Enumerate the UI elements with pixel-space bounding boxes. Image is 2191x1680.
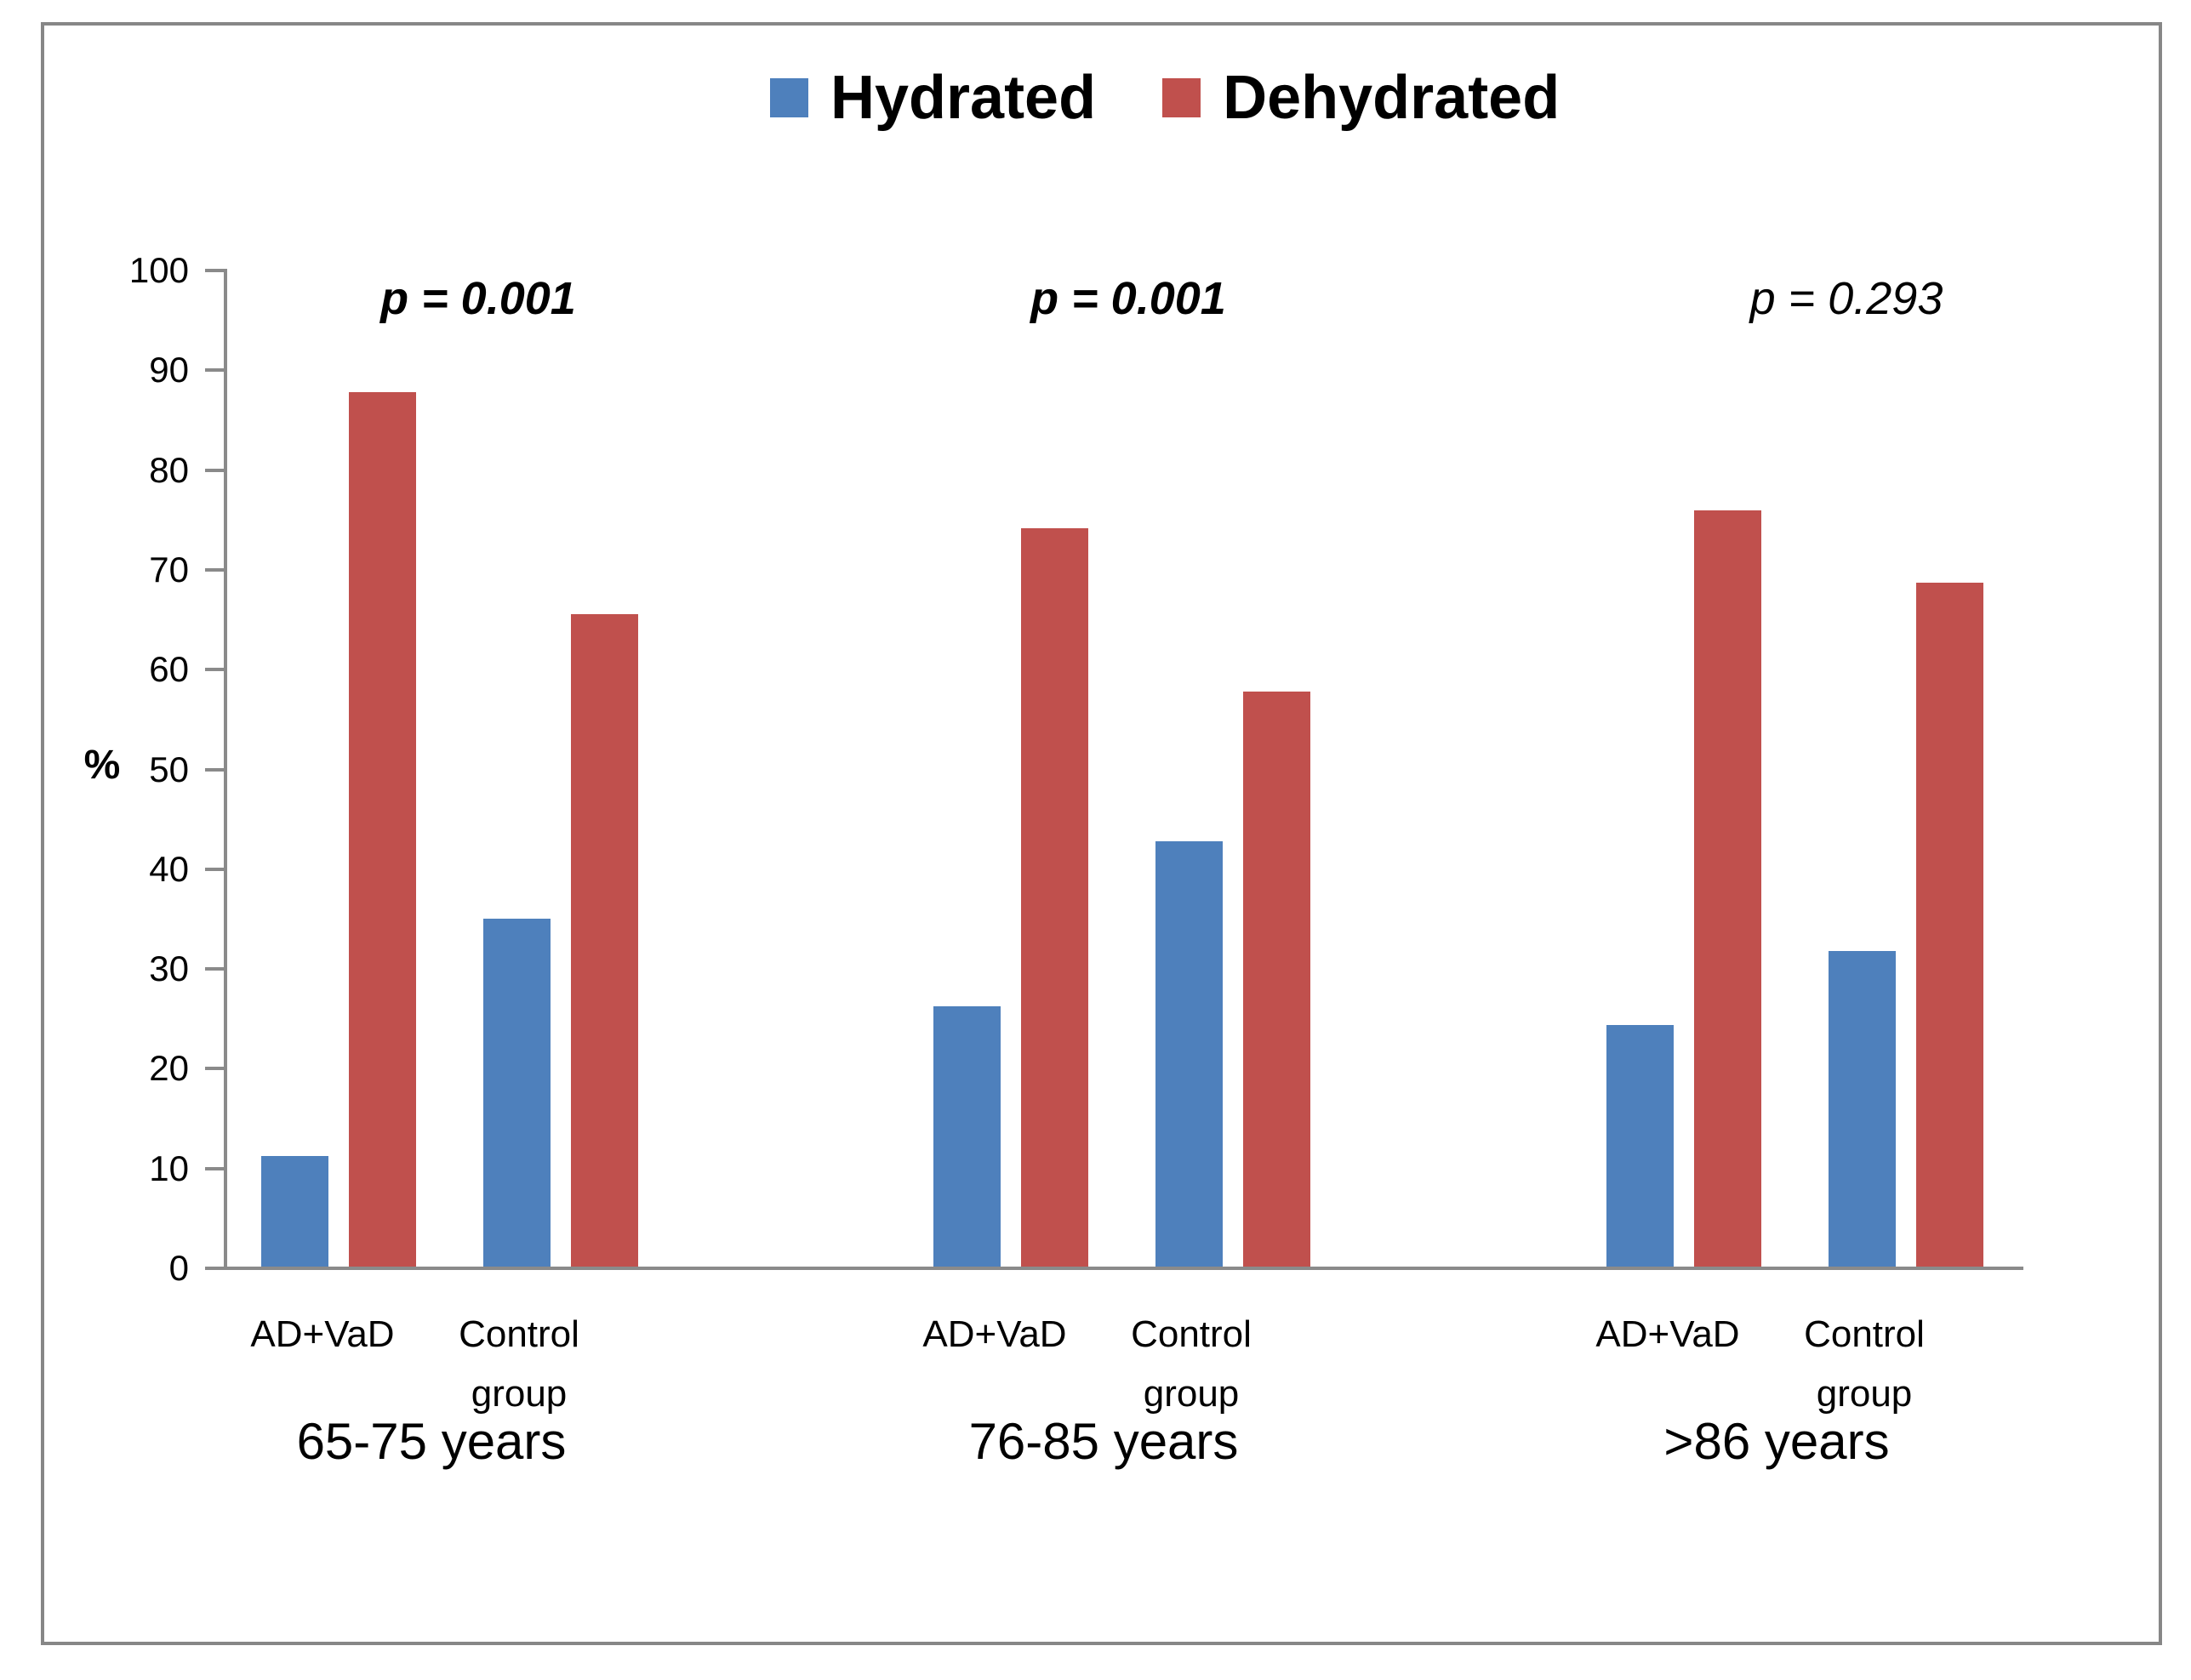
y-tick-20 [205,1067,224,1071]
y-tick-60 [205,668,224,672]
bar-dehydrated-group2-advad [1021,527,1088,1267]
y-tick-label-60: 60 [149,649,189,690]
y-tick-40 [205,867,224,871]
legend-label-hydrated: Hydrated [830,64,1097,132]
age-group-label-3: >86 years [1663,1413,1890,1470]
y-tick-50 [205,767,224,772]
legend-item-hydrated: Hydrated [770,67,1096,128]
y-tick-80 [205,468,224,472]
y-axis-label: % [83,743,121,788]
y-tick-0 [205,1267,224,1270]
x-axis-line [224,1267,2023,1270]
bar-hydrated-group3-control [1829,951,1896,1267]
y-tick-label-90: 90 [149,350,189,390]
category-label-group1-advad: AD+VaD [250,1313,395,1355]
category-label-group2-control: Control group [1131,1313,1252,1415]
y-tick-10 [205,1166,224,1170]
category-label-group3-advad: AD+VaD [1595,1313,1740,1355]
y-tick-label-20: 20 [149,1048,189,1089]
bar-dehydrated-group3-advad [1694,510,1761,1267]
y-tick-label-70: 70 [149,549,189,589]
bar-hydrated-group1-control [483,918,551,1267]
y-tick-label-100: 100 [128,250,189,290]
legend: Hydrated Dehydrated [770,60,1560,136]
bar-dehydrated-group1-control [571,613,638,1267]
legend-label-dehydrated: Dehydrated [1223,64,1561,132]
category-label-group2-advad: AD+VaD [922,1313,1067,1355]
y-tick-30 [205,967,224,971]
bar-hydrated-group2-control [1155,841,1223,1267]
dehydrated-swatch-icon [1162,78,1201,117]
p-value-group2: p = 0.001 [1030,273,1226,324]
bar-dehydrated-group3-control [1916,583,1983,1267]
y-tick-70 [205,567,224,572]
y-tick-90 [205,368,224,373]
bar-dehydrated-group1-advad [349,392,416,1267]
bar-dehydrated-group2-control [1243,692,1310,1267]
p-value-group3: p = 0.293 [1749,273,1943,324]
y-tick-label-50: 50 [149,749,189,789]
y-tick-label-10: 10 [149,1148,189,1188]
legend-item-dehydrated: Dehydrated [1162,67,1560,128]
bar-hydrated-group1-advad [261,1155,328,1267]
bar-hydrated-group2-advad [933,1005,1001,1267]
bar-hydrated-group3-advad [1606,1025,1674,1267]
y-tick-label-40: 40 [149,848,189,889]
age-group-label-1: 65-75 years [296,1413,567,1470]
p-value-group1: p = 0.001 [380,273,576,324]
category-label-group3-control: Control group [1804,1313,1925,1415]
age-group-label-2: 76-85 years [968,1413,1239,1470]
category-label-group1-control: Control group [459,1313,579,1415]
hydrated-swatch-icon [770,78,808,117]
y-tick-label-80: 80 [149,449,189,490]
y-tick-100 [205,269,224,272]
y-axis-line [224,269,227,1270]
y-tick-label-30: 30 [149,948,189,989]
y-tick-label-0: 0 [168,1248,189,1288]
